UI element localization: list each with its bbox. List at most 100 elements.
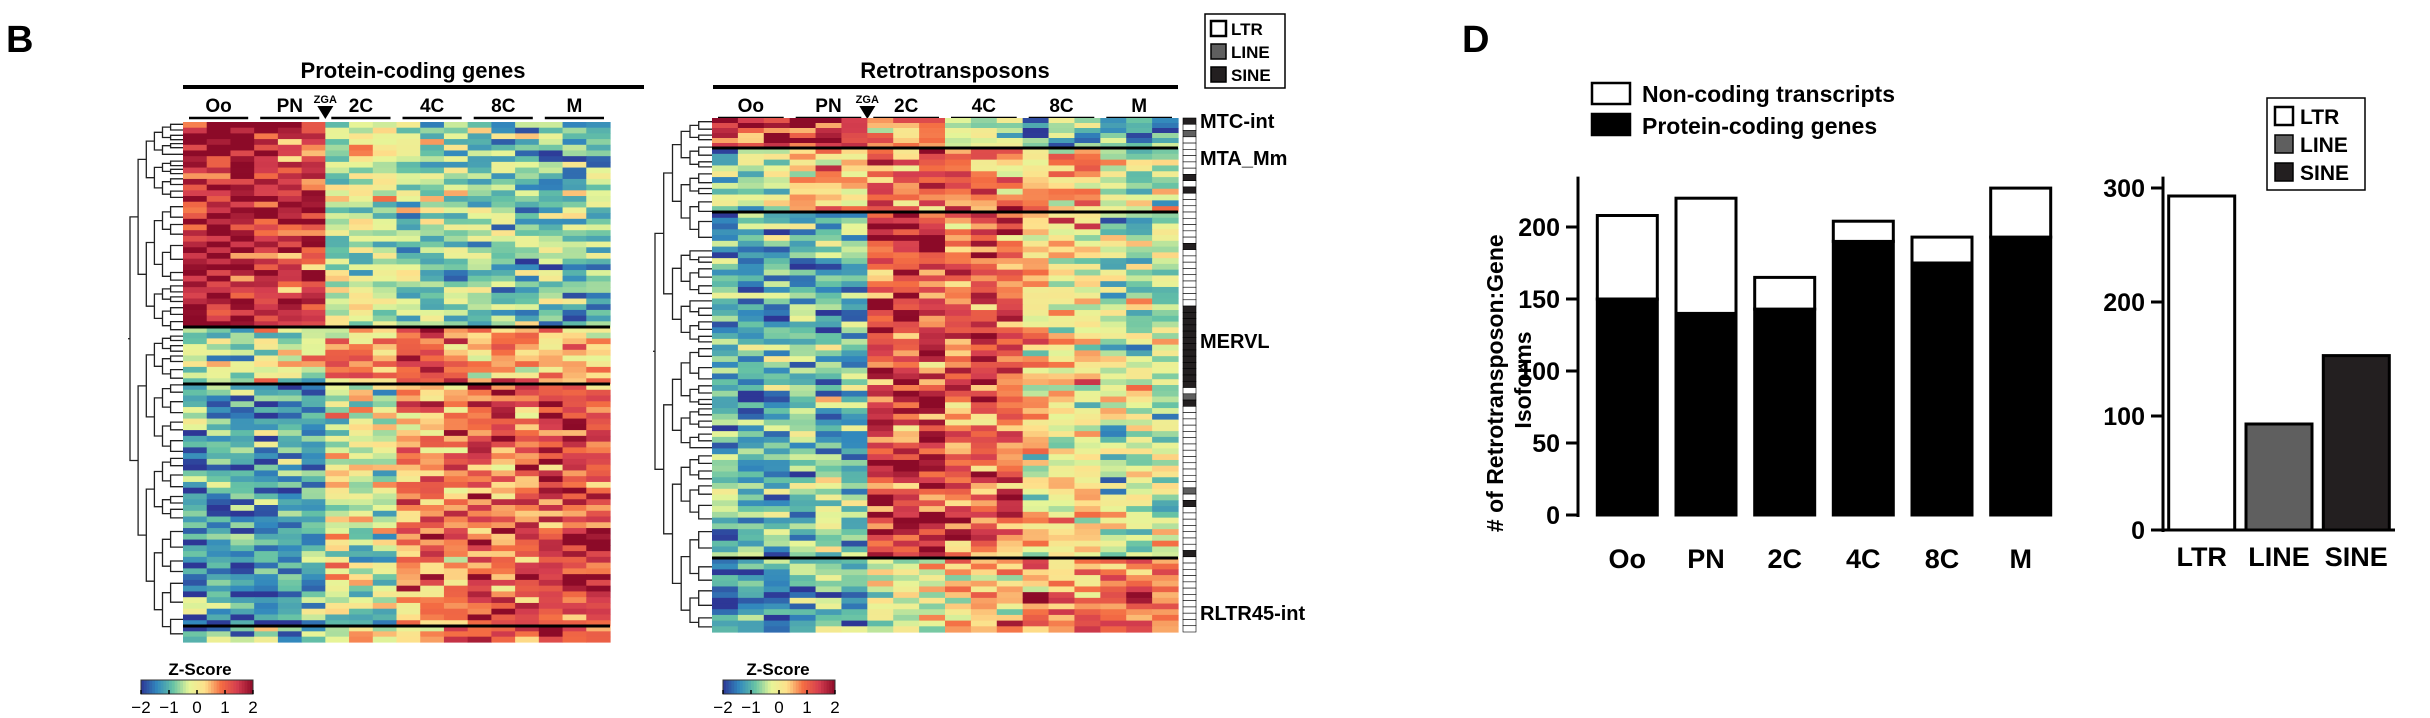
- heatmap-cell: [970, 200, 998, 207]
- heatmap-cell: [538, 528, 564, 535]
- heatmap-cell: [893, 240, 920, 248]
- heatmap-cell: [562, 213, 587, 220]
- heatmap-cell: [1048, 263, 1076, 271]
- heatmap-cell: [1022, 263, 1050, 271]
- heatmap-cell: [1126, 194, 1153, 201]
- heatmap-cell: [301, 178, 326, 186]
- heatmap-cell: [893, 488, 920, 496]
- heatmap-cell: [301, 161, 326, 169]
- heatmap-cell: [712, 286, 739, 294]
- heatmap-cell: [996, 563, 1024, 570]
- heatmap-cell: [183, 207, 208, 214]
- dendrogram-branch: [169, 345, 183, 352]
- zscore-color-step: [762, 680, 766, 694]
- heatmap-cell: [712, 523, 739, 530]
- heatmap-cell: [586, 349, 611, 357]
- heatmap-cell: [183, 144, 208, 152]
- heatmap-cell: [1126, 534, 1153, 542]
- heatmap-cell: [420, 173, 445, 180]
- heatmap-cell: [586, 304, 611, 311]
- heatmap-cell: [420, 401, 445, 408]
- heatmap-cell: [789, 483, 817, 490]
- heatmap-cell: [737, 597, 765, 605]
- heatmap-cell: [277, 196, 303, 203]
- heatmap-cell: [586, 476, 611, 483]
- heatmap-cell: [763, 454, 791, 461]
- heatmap-cell: [712, 350, 739, 357]
- heatmap-cell: [1048, 304, 1076, 311]
- heatmap-cell: [491, 614, 516, 621]
- heatmap-cell: [841, 534, 868, 542]
- heatmap-cell: [254, 150, 279, 157]
- heatmap-cell: [737, 298, 765, 305]
- zscore-color-step: [748, 680, 752, 694]
- heatmap-cell: [230, 258, 255, 265]
- heatmap-cell: [789, 454, 817, 461]
- heatmap-cell: [1126, 575, 1153, 582]
- heatmap-cell: [945, 252, 972, 259]
- heatmap-cell: [301, 441, 326, 448]
- heatmap-cell: [206, 332, 232, 339]
- heatmap-cell: [538, 213, 564, 220]
- heatmap-cell: [562, 562, 587, 569]
- heatmap-cell: [1126, 128, 1153, 134]
- heatmap-cell: [491, 493, 516, 500]
- heatmap-cell: [893, 356, 920, 363]
- type-annotation-cell: [1182, 449, 1197, 457]
- heatmap-cell: [183, 218, 208, 226]
- heatmap-cell: [1022, 483, 1050, 490]
- heatmap-cell: [789, 200, 817, 207]
- heatmap-cell: [349, 270, 374, 277]
- heatmap-cell: [420, 139, 445, 146]
- heatmap-cell: [325, 372, 350, 379]
- heatmap-cell: [230, 304, 255, 311]
- heatmap-cell: [945, 580, 972, 588]
- heatmap-cell: [230, 499, 255, 506]
- heatmap-cell: [301, 464, 326, 472]
- heatmap-cell: [1074, 431, 1101, 438]
- heatmap-cell: [919, 223, 946, 230]
- heatmap-cell: [586, 218, 611, 226]
- heatmap-cell: [712, 171, 739, 178]
- heatmap-cell: [712, 431, 739, 438]
- heatmap-cell: [491, 510, 516, 518]
- heatmap-cell: [996, 123, 1024, 129]
- type-annotation-cell: [1182, 192, 1197, 200]
- heatmap-cell: [1022, 459, 1050, 467]
- heatmap-cell: [206, 620, 232, 627]
- heatmap-cell: [206, 270, 232, 277]
- zscore-color-step: [244, 680, 248, 694]
- heatmap-cell: [1048, 143, 1076, 149]
- dendrogram-branch: [698, 398, 712, 405]
- heatmap-cell: [443, 344, 469, 351]
- heatmap-cell: [443, 150, 469, 157]
- y-axis-title-line-1: # of Retrotransposon:Gene: [1482, 234, 1508, 532]
- heatmap-cell: [349, 447, 374, 454]
- heatmap-cell: [763, 396, 791, 403]
- heatmap-cell: [712, 592, 739, 599]
- heatmap-cell: [945, 626, 972, 633]
- dendrogram-branch: [680, 362, 690, 397]
- heatmap-cell: [325, 309, 350, 317]
- heatmap-cell: [515, 372, 540, 379]
- heatmap-cell: [893, 558, 920, 565]
- heatmap-cell: [467, 430, 492, 437]
- heatmap-cell: [1074, 275, 1101, 282]
- heatmap-cell: [420, 597, 445, 604]
- type-annotation-cell: [1182, 211, 1197, 219]
- heatmap-cell: [841, 327, 868, 334]
- heatmap-cell: [538, 355, 564, 362]
- heatmap-cell: [763, 419, 791, 426]
- heatmap-cell: [919, 138, 946, 144]
- heatmap-cell: [1022, 477, 1050, 484]
- heatmap-cell: [867, 494, 894, 501]
- heatmap-cell: [491, 418, 516, 425]
- heatmap-cell: [996, 488, 1024, 496]
- heatmap-cell: [491, 275, 516, 283]
- heatmap-cell: [562, 505, 587, 512]
- heatmap-cell: [919, 465, 946, 473]
- heatmap-cell: [970, 442, 998, 450]
- heatmap-cell: [491, 235, 516, 243]
- heatmap-cell: [789, 373, 817, 380]
- heatmap-cell: [1074, 229, 1101, 236]
